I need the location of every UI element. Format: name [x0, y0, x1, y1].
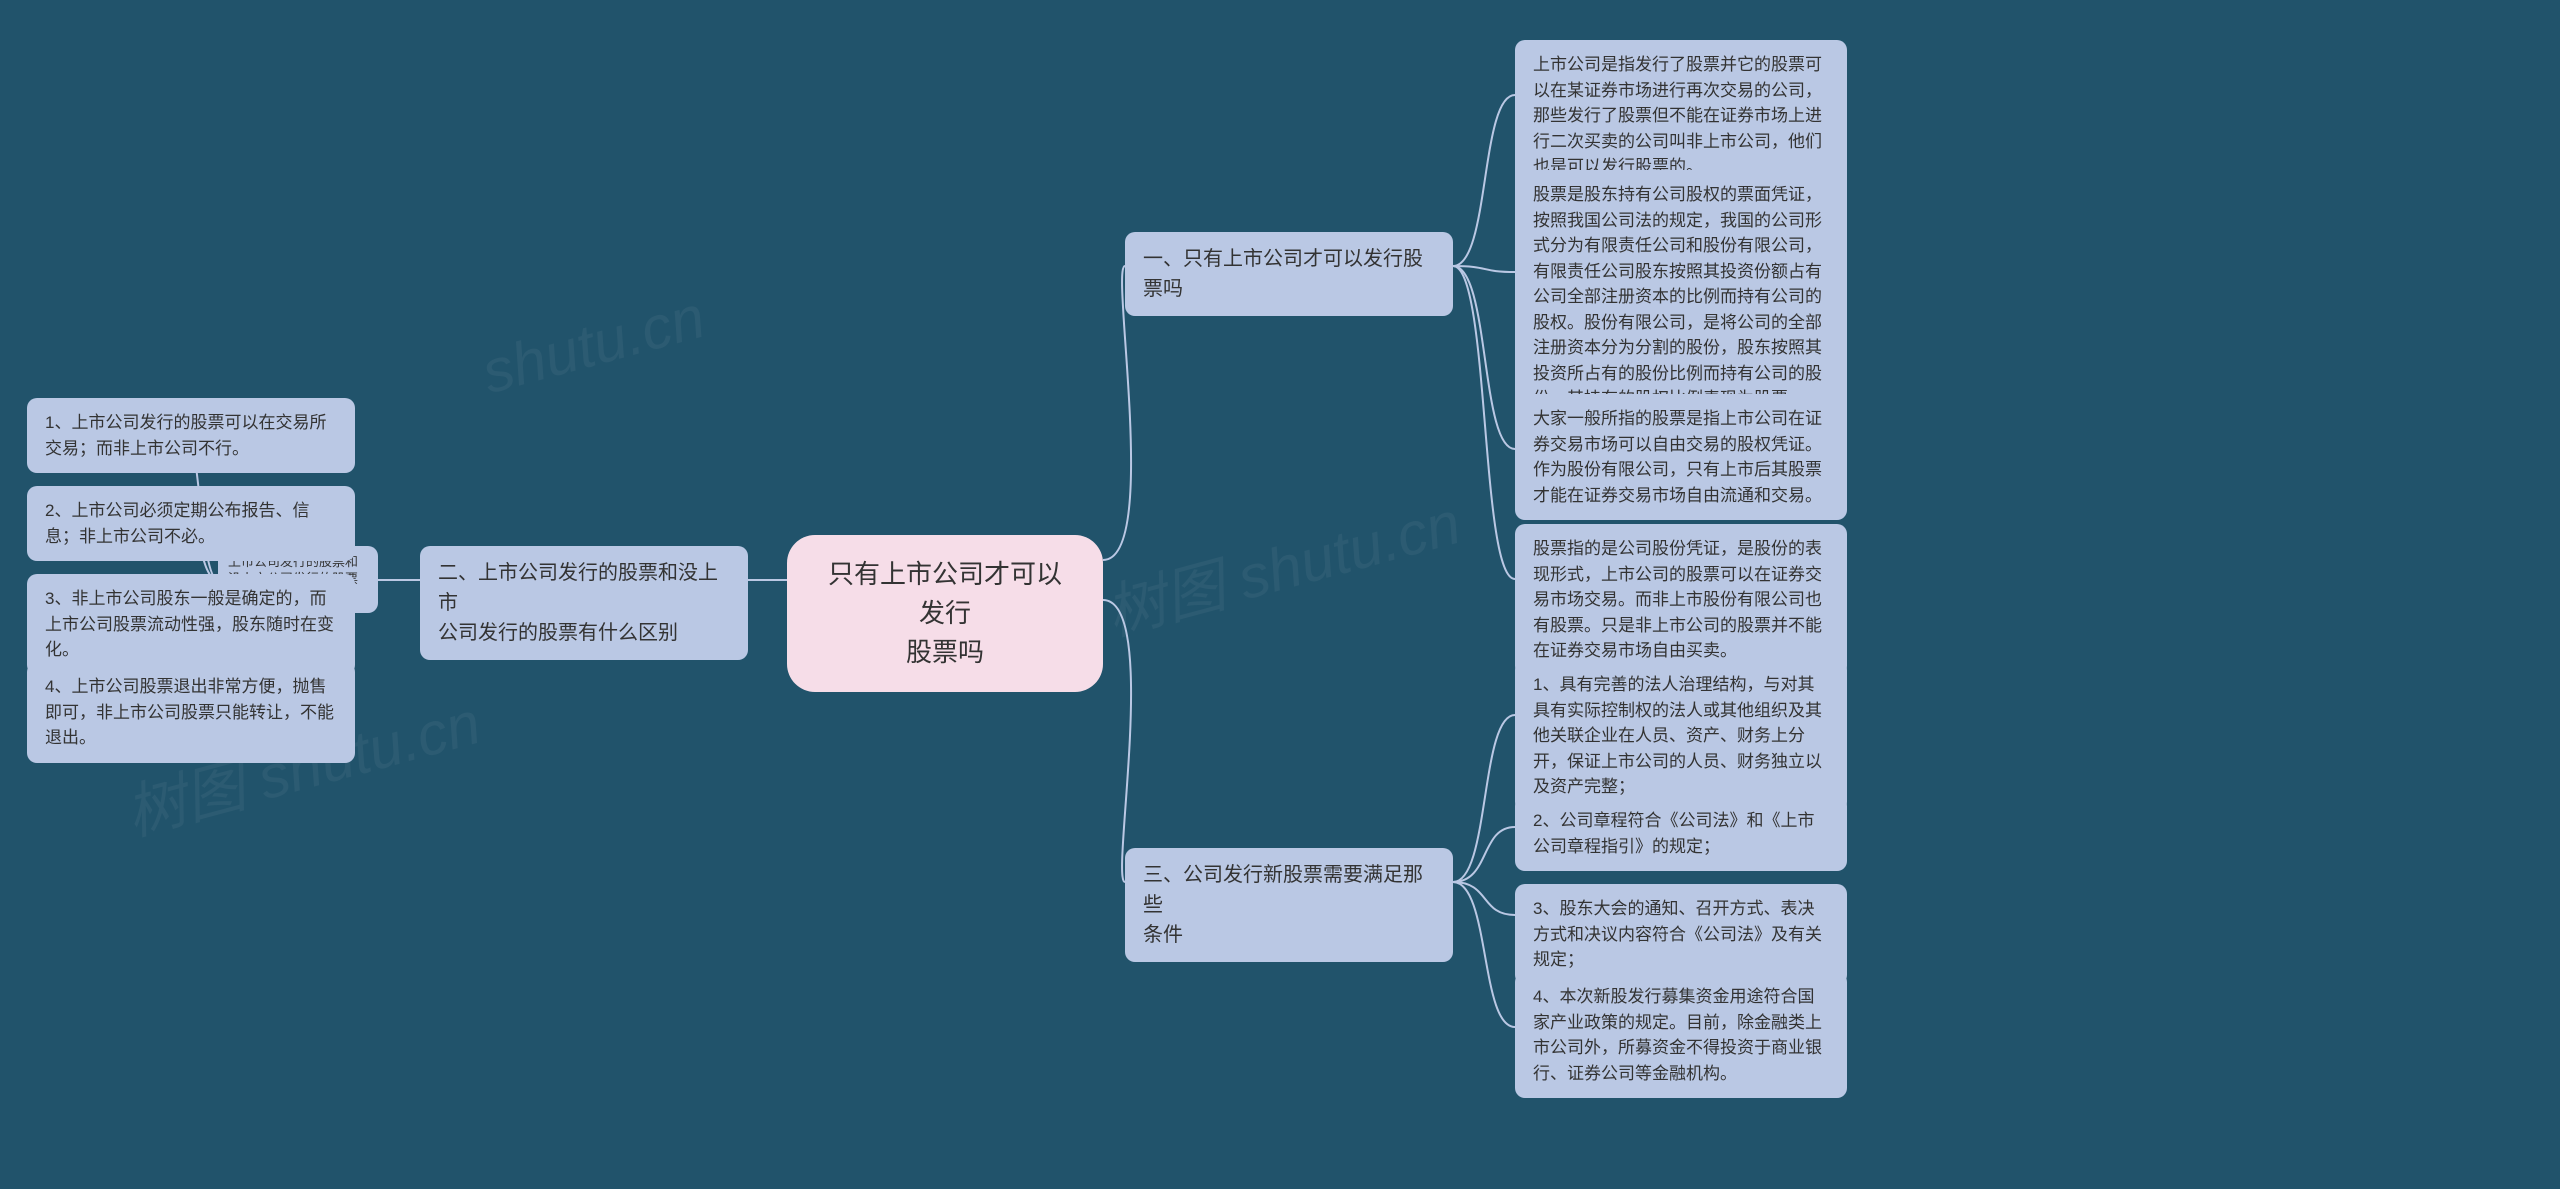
leaf-text: 2、公司章程符合《公司法》和《上市公司章程指引》的规定；	[1533, 811, 1814, 856]
leaf-text: 3、非上市公司股东一般是确定的，而上市公司股票流动性强，股东随时在变化。	[45, 589, 334, 659]
root-line1: 只有上市公司才可以发行	[817, 555, 1073, 633]
leaf-text: 4、本次新股发行募集资金用途符合国家产业政策的规定。目前，除金融类上市公司外，所…	[1533, 987, 1822, 1083]
branch-1[interactable]: 一、只有上市公司才可以发行股票吗	[1125, 232, 1453, 316]
branch-3-leaf-3[interactable]: 4、本次新股发行募集资金用途符合国家产业政策的规定。目前，除金融类上市公司外，所…	[1515, 972, 1847, 1098]
branch-2[interactable]: 二、上市公司发行的股票和没上市 公司发行的股票有什么区别	[420, 546, 748, 660]
leaf-text: 1、具有完善的法人治理结构，与对其具有实际控制权的法人或其他组织及其他关联企业在…	[1533, 675, 1822, 796]
branch-3-leaf-2[interactable]: 3、股东大会的通知、召开方式、表决方式和决议内容符合《公司法》及有关规定；	[1515, 884, 1847, 985]
branch-2-label-l2: 公司发行的股票有什么区别	[438, 618, 730, 648]
branch-3-leaf-1[interactable]: 2、公司章程符合《公司法》和《上市公司章程指引》的规定；	[1515, 796, 1847, 871]
branch-3[interactable]: 三、公司发行新股票需要满足那些 条件	[1125, 848, 1453, 962]
watermark: 树图 shutu.cn	[1095, 474, 1469, 652]
root-node[interactable]: 只有上市公司才可以发行 股票吗	[787, 535, 1103, 692]
branch-1-leaf-0[interactable]: 上市公司是指发行了股票并它的股票可以在某证券市场进行再次交易的公司，那些发行了股…	[1515, 40, 1847, 192]
leaf-text: 大家一般所指的股票是指上市公司在证券交易市场可以自由交易的股权凭证。作为股份有限…	[1533, 409, 1822, 505]
branch-2-leaf-2[interactable]: 3、非上市公司股东一般是确定的，而上市公司股票流动性强，股东随时在变化。	[27, 574, 355, 675]
leaf-text: 2、上市公司必须定期公布报告、信息；非上市公司不必。	[45, 501, 309, 546]
leaf-text: 1、上市公司发行的股票可以在交易所交易；而非上市公司不行。	[45, 413, 326, 458]
root-line2: 股票吗	[817, 633, 1073, 672]
branch-2-leaf-3[interactable]: 4、上市公司股票退出非常方便，抛售即可，非上市公司股票只能转让，不能退出。	[27, 662, 355, 763]
leaf-text: 上市公司是指发行了股票并它的股票可以在某证券市场进行再次交易的公司，那些发行了股…	[1533, 55, 1822, 176]
leaf-text: 3、股东大会的通知、召开方式、表决方式和决议内容符合《公司法》及有关规定；	[1533, 899, 1822, 969]
branch-2-leaf-1[interactable]: 2、上市公司必须定期公布报告、信息；非上市公司不必。	[27, 486, 355, 561]
branch-1-leaf-1[interactable]: 股票是股东持有公司股权的票面凭证，按照我国公司法的规定，我国的公司形式分为有限责…	[1515, 170, 1847, 424]
leaf-text: 4、上市公司股票退出非常方便，抛售即可，非上市公司股票只能转让，不能退出。	[45, 677, 334, 747]
mindmap-connectors	[0, 0, 2560, 1189]
branch-3-label-l1: 三、公司发行新股票需要满足那些	[1143, 860, 1435, 920]
branch-1-label: 一、只有上市公司才可以发行股票吗	[1143, 248, 1423, 300]
leaf-text: 股票是股东持有公司股权的票面凭证，按照我国公司法的规定，我国的公司形式分为有限责…	[1533, 185, 1822, 408]
branch-3-label-l2: 条件	[1143, 920, 1435, 950]
branch-1-leaf-2[interactable]: 大家一般所指的股票是指上市公司在证券交易市场可以自由交易的股权凭证。作为股份有限…	[1515, 394, 1847, 520]
branch-3-leaf-0[interactable]: 1、具有完善的法人治理结构，与对其具有实际控制权的法人或其他组织及其他关联企业在…	[1515, 660, 1847, 812]
branch-2-leaf-0[interactable]: 1、上市公司发行的股票可以在交易所交易；而非上市公司不行。	[27, 398, 355, 473]
leaf-text: 股票指的是公司股份凭证，是股份的表现形式，上市公司的股票可以在证券交易市场交易。…	[1533, 539, 1822, 660]
branch-2-label-l1: 二、上市公司发行的股票和没上市	[438, 558, 730, 618]
branch-1-leaf-3[interactable]: 股票指的是公司股份凭证，是股份的表现形式，上市公司的股票可以在证券交易市场交易。…	[1515, 524, 1847, 676]
watermark: shutu.cn	[475, 282, 712, 407]
